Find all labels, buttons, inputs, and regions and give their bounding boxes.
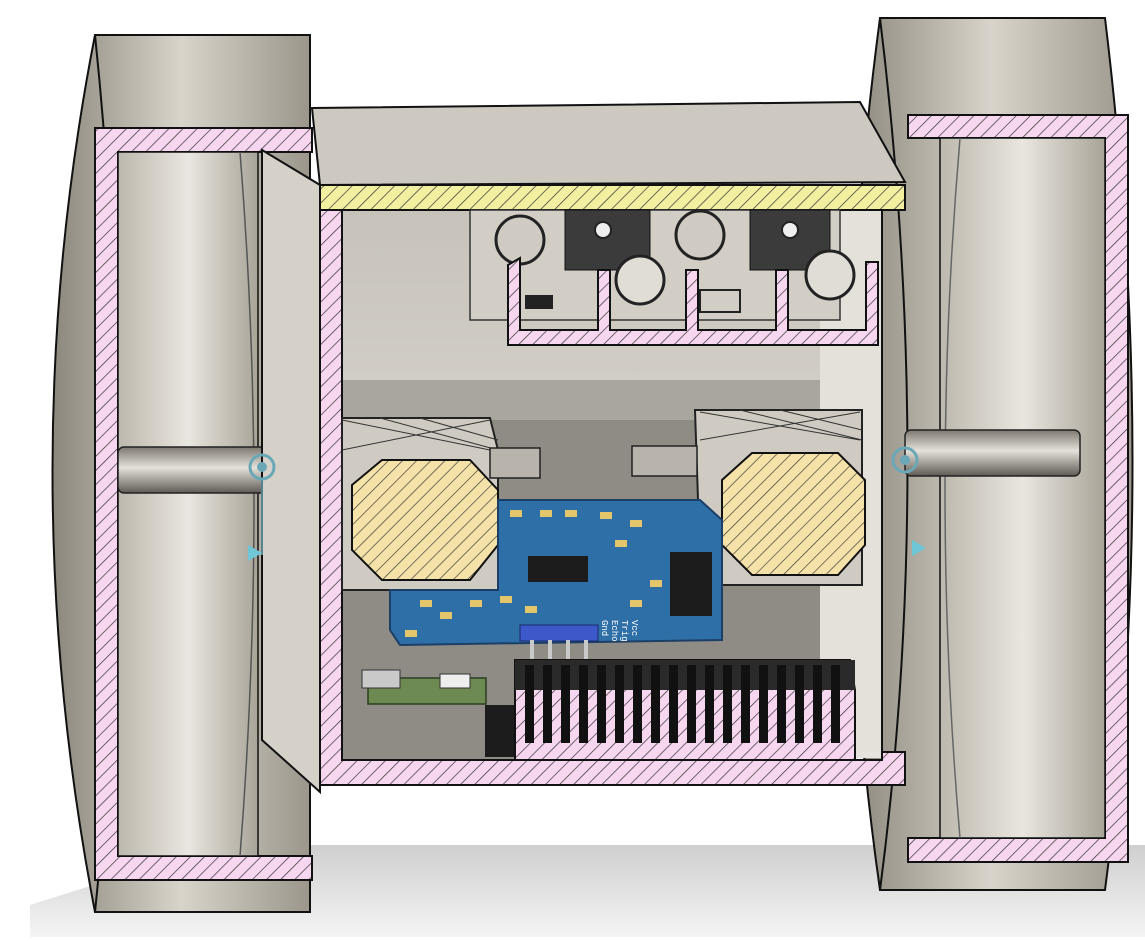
pcb-chip-left <box>528 556 588 582</box>
left-motor <box>341 417 541 591</box>
connector-slot <box>633 665 642 743</box>
axis-joint-icon[interactable] <box>248 453 276 561</box>
right-motor-section <box>721 452 866 576</box>
pcb-header <box>519 624 599 642</box>
battery-holder <box>469 209 879 346</box>
connector-slot <box>651 665 660 743</box>
pcb-pin-label: Vcc <box>629 620 639 636</box>
connector-slot <box>705 665 714 743</box>
right-axle <box>904 429 1081 477</box>
connector-slot <box>597 665 606 743</box>
header-connector <box>485 659 856 761</box>
connector-slot <box>525 665 534 743</box>
pcb-pin-label: Gnd <box>599 620 609 636</box>
connector-slot <box>831 665 840 743</box>
connector-slot <box>759 665 768 743</box>
pcb-pin-label: Echo <box>609 620 619 642</box>
microcontroller-board <box>361 669 487 705</box>
ultrasonic-pcb: Gnd Echo Trig Vcc <box>389 499 723 660</box>
connector-slot <box>615 665 624 743</box>
pcb-pin-label: Trig <box>619 620 629 642</box>
connector-slot <box>777 665 786 743</box>
connector-slot <box>543 665 552 743</box>
lid-section <box>319 184 906 211</box>
right-motor <box>631 409 866 586</box>
connector-slot <box>813 665 822 743</box>
axis-joint-icon[interactable] <box>891 446 926 556</box>
left-motor-section <box>351 459 499 581</box>
connector-slot <box>741 665 750 743</box>
battery-holder-section <box>507 256 879 346</box>
connector-slot <box>795 665 804 743</box>
connector-slot <box>561 665 570 743</box>
connector-slot <box>723 665 732 743</box>
pcb-chip-right <box>670 552 712 616</box>
connector-slot <box>687 665 696 743</box>
connector-slot <box>669 665 678 743</box>
connector-slot <box>579 665 588 743</box>
